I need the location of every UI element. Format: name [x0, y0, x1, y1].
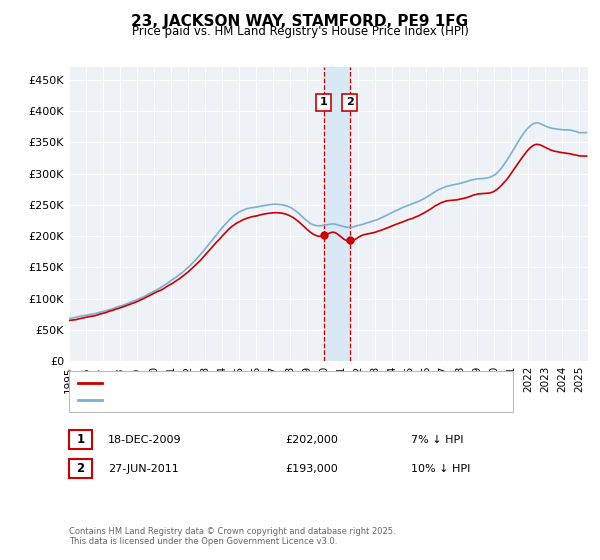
Bar	[323, 67, 350, 361]
Text: 23, JACKSON WAY, STAMFORD, PE9 1FG (detached house): 23, JACKSON WAY, STAMFORD, PE9 1FG (deta…	[108, 377, 409, 388]
Text: Contains HM Land Registry data © Crown copyright and database right 2025.
This d: Contains HM Land Registry data © Crown c…	[69, 526, 395, 546]
Text: 18-DEC-2009: 18-DEC-2009	[108, 435, 182, 445]
Text: 2: 2	[76, 462, 85, 475]
Text: HPI: Average price, detached house, South Kesteven: HPI: Average price, detached house, Sout…	[108, 395, 382, 405]
Text: 2: 2	[346, 97, 353, 108]
Text: Price paid vs. HM Land Registry's House Price Index (HPI): Price paid vs. HM Land Registry's House …	[131, 25, 469, 38]
Text: 1: 1	[320, 97, 328, 108]
Text: 23, JACKSON WAY, STAMFORD, PE9 1FG: 23, JACKSON WAY, STAMFORD, PE9 1FG	[131, 14, 469, 29]
Text: £202,000: £202,000	[285, 435, 338, 445]
Text: 10% ↓ HPI: 10% ↓ HPI	[411, 464, 470, 474]
Text: £193,000: £193,000	[285, 464, 338, 474]
Text: 1: 1	[76, 433, 85, 446]
Text: 7% ↓ HPI: 7% ↓ HPI	[411, 435, 463, 445]
Text: 27-JUN-2011: 27-JUN-2011	[108, 464, 179, 474]
